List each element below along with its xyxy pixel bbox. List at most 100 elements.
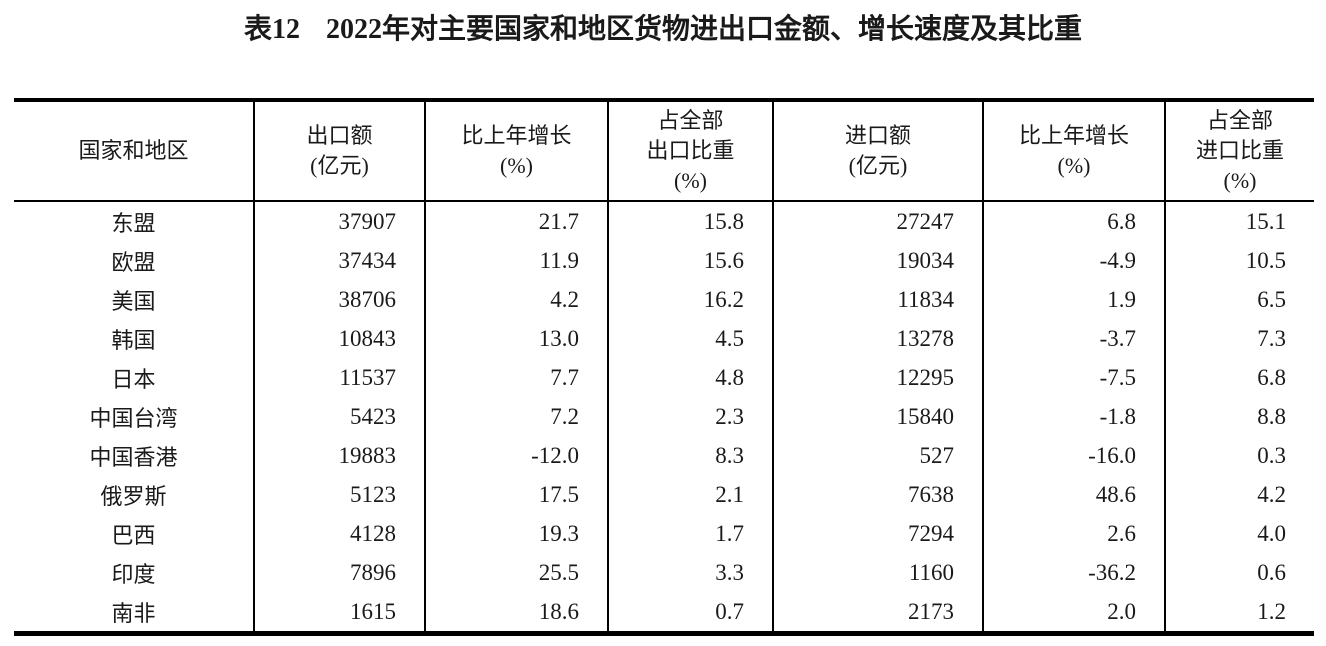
table-row: 俄罗斯 5123 17.5 2.1 7638 48.6 4.2 — [14, 475, 1314, 514]
value-cell: 527 — [772, 436, 983, 475]
region-cell: 印度 — [111, 561, 156, 587]
column-header-line: (%) — [1223, 168, 1257, 193]
value-cell: 1.2 — [1164, 592, 1314, 634]
region-cell: 中国台湾 — [89, 405, 178, 431]
column-header-line: (亿元) — [310, 153, 369, 178]
column-header-line: (亿元) — [848, 153, 908, 178]
table-number-label: 表12 — [243, 14, 300, 45]
value-cell: 7638 — [772, 475, 983, 514]
region-cell: 东盟 — [111, 210, 156, 236]
data-table: 国家和地区 出口额 (亿元) 比上年增长 (%) 占全部 出口比重 (%) 进口… — [14, 98, 1314, 636]
table-row: 韩国 10843 13.0 4.5 13278 -3.7 7.3 — [14, 319, 1314, 358]
value-cell: 7294 — [772, 514, 983, 553]
table-row: 南非 1615 18.6 0.7 2173 2.0 1.2 — [14, 592, 1314, 634]
value-cell: 11537 — [253, 358, 425, 397]
value-cell: 4.0 — [1164, 514, 1314, 553]
region-cell: 欧盟 — [111, 249, 156, 275]
column-header-line: 出口额 — [306, 123, 373, 148]
value-cell: 2.0 — [982, 592, 1165, 634]
column-header-import-share: 占全部 进口比重 (%) — [1164, 100, 1314, 202]
value-cell: 4128 — [253, 514, 425, 553]
value-cell: 4.2 — [424, 280, 608, 319]
column-header-line: 出口比重 — [646, 138, 735, 163]
value-cell: 27247 — [772, 201, 983, 241]
region-cell: 韩国 — [111, 327, 156, 353]
value-cell: 10843 — [253, 319, 425, 358]
value-cell: 17.5 — [424, 475, 608, 514]
value-cell: 38706 — [253, 280, 425, 319]
column-header-export-growth: 比上年增长 (%) — [424, 100, 608, 202]
region-cell: 俄罗斯 — [100, 483, 167, 509]
value-cell: 12295 — [772, 358, 983, 397]
value-cell: 19883 — [253, 436, 425, 475]
value-cell: 0.6 — [1164, 553, 1314, 592]
value-cell: 11834 — [772, 280, 983, 319]
column-header-line: 进口比重 — [1195, 138, 1284, 163]
column-header-line: (%) — [674, 168, 707, 193]
value-cell: 48.6 — [982, 475, 1165, 514]
value-cell: 21.7 — [424, 201, 608, 241]
value-cell: 13.0 — [424, 319, 608, 358]
value-cell: -12.0 — [424, 436, 608, 475]
value-cell: 6.8 — [1164, 358, 1314, 397]
table-row: 中国香港 19883 -12.0 8.3 527 -16.0 0.3 — [14, 436, 1314, 475]
value-cell: 3.3 — [607, 553, 773, 592]
region-cell: 中国香港 — [89, 444, 178, 470]
value-cell: 8.3 — [607, 436, 773, 475]
region-cell: 巴西 — [111, 522, 156, 548]
value-cell: 0.7 — [607, 592, 773, 634]
value-cell: 4.5 — [607, 319, 773, 358]
value-cell: 15.1 — [1164, 201, 1314, 241]
value-cell: 4.8 — [607, 358, 773, 397]
value-cell: 1160 — [772, 553, 983, 592]
value-cell: 10.5 — [1164, 241, 1314, 280]
value-cell: 7896 — [253, 553, 425, 592]
column-header-line: 比上年增长 — [461, 123, 572, 148]
value-cell: 7.7 — [424, 358, 608, 397]
value-cell: 15.8 — [607, 201, 773, 241]
value-cell: 37434 — [253, 241, 425, 280]
column-header-export-amount: 出口额 (亿元) — [253, 100, 425, 202]
column-header-line: 比上年增长 — [1018, 123, 1129, 148]
table-title-text: 2022年对主要国家和地区货物进出口金额、增长速度及其比重 — [326, 14, 1083, 45]
value-cell: 25.5 — [424, 553, 608, 592]
value-cell: -3.7 — [982, 319, 1165, 358]
column-header-import-amount: 进口额 (亿元) — [772, 100, 983, 202]
column-header-line: 国家和地区 — [78, 138, 189, 163]
region-cell: 南非 — [111, 600, 156, 626]
region-cell: 日本 — [111, 366, 156, 392]
value-cell: 1.7 — [607, 514, 773, 553]
value-cell: -36.2 — [982, 553, 1165, 592]
column-header-line: 占全部 — [1206, 108, 1273, 133]
value-cell: 7.3 — [1164, 319, 1314, 358]
value-cell: 6.5 — [1164, 280, 1314, 319]
table-row: 日本 11537 7.7 4.8 12295 -7.5 6.8 — [14, 358, 1314, 397]
table-row: 巴西 4128 19.3 1.7 7294 2.6 4.0 — [14, 514, 1314, 553]
value-cell: 37907 — [253, 201, 425, 241]
table-row: 东盟 37907 21.7 15.8 27247 6.8 15.1 — [14, 201, 1314, 241]
value-cell: 15.6 — [607, 241, 773, 280]
column-header-line: (%) — [1057, 153, 1091, 178]
value-cell: 7.2 — [424, 397, 608, 436]
value-cell: -4.9 — [982, 241, 1165, 280]
column-header-region: 国家和地区 — [14, 100, 254, 202]
value-cell: 2.6 — [982, 514, 1165, 553]
column-header-import-growth: 比上年增长 (%) — [982, 100, 1165, 202]
column-header-line: 占全部 — [657, 108, 724, 133]
value-cell: 18.6 — [424, 592, 608, 634]
column-header-line: 进口额 — [844, 123, 911, 148]
value-cell: 2.3 — [607, 397, 773, 436]
value-cell: 2.1 — [607, 475, 773, 514]
value-cell: 5123 — [253, 475, 425, 514]
table-body: 东盟 37907 21.7 15.8 27247 6.8 15.1 欧盟 37434 11.9 15… — [14, 201, 1314, 634]
value-cell: 4.2 — [1164, 475, 1314, 514]
value-cell: 6.8 — [982, 201, 1165, 241]
table-row: 印度 7896 25.5 3.3 1160 -36.2 0.6 — [14, 553, 1314, 592]
value-cell: -7.5 — [982, 358, 1165, 397]
table-row: 欧盟 37434 11.9 15.6 19034 -4.9 10.5 — [14, 241, 1314, 280]
page-title: 表12 2022年对主要国家和地区货物进出口金额、增长速度及其比重 — [0, 0, 1326, 48]
region-cell: 美国 — [111, 288, 156, 314]
value-cell: 19.3 — [424, 514, 608, 553]
value-cell: 1.9 — [982, 280, 1165, 319]
table-row: 美国 38706 4.2 16.2 11834 1.9 6.5 — [14, 280, 1314, 319]
